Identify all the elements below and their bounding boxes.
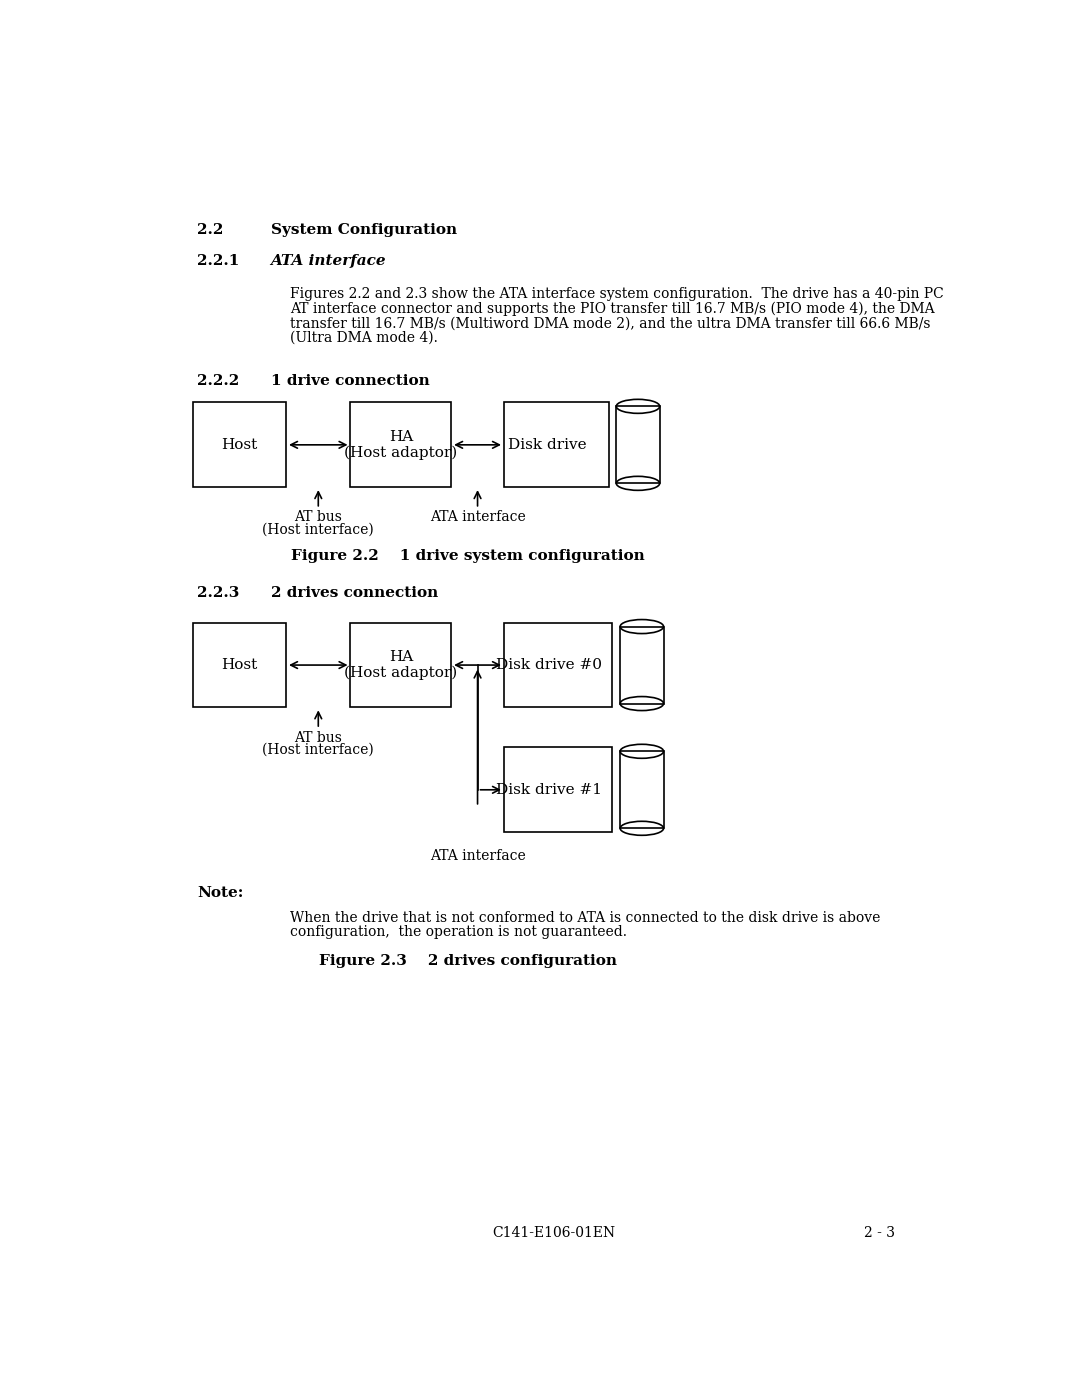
Text: AT bus: AT bus [295,510,342,524]
Text: ATA interface: ATA interface [430,849,526,863]
Text: Figures 2.2 and 2.3 show the ATA interface system configuration.  The drive has : Figures 2.2 and 2.3 show the ATA interfa… [291,286,944,300]
Text: transfer till 16.7 MB/s (Multiword DMA mode 2), and the ultra DMA transfer till : transfer till 16.7 MB/s (Multiword DMA m… [291,316,931,330]
Text: Host: Host [221,658,258,672]
Text: ATA interface: ATA interface [271,254,387,268]
Text: 1 drive connection: 1 drive connection [271,374,430,388]
Text: System Configuration: System Configuration [271,224,457,237]
Text: Disk drive #0: Disk drive #0 [496,658,602,672]
Text: C141-E106-01EN: C141-E106-01EN [491,1227,616,1241]
Bar [350,402,451,488]
Text: (Ultra DMA mode 4).: (Ultra DMA mode 4). [291,331,437,345]
Text: HA
(Host adaptor): HA (Host adaptor) [345,650,458,680]
Bar [504,402,608,488]
Bar [504,747,612,833]
Bar [617,407,660,483]
Text: (Host interface): (Host interface) [262,522,374,536]
Text: 2.2: 2.2 [197,224,224,237]
Text: Disk drive: Disk drive [508,437,586,451]
Text: Host: Host [221,437,258,451]
Text: Disk drive #1: Disk drive #1 [496,782,602,796]
Bar [620,752,663,828]
Text: When the drive that is not conformed to ATA is connected to the disk drive is ab: When the drive that is not conformed to … [291,911,880,925]
Text: 2 drives connection: 2 drives connection [271,585,437,599]
Bar [350,623,451,707]
Text: ATA interface: ATA interface [430,510,526,524]
Text: Figure 2.2    1 drive system configuration: Figure 2.2 1 drive system configuration [292,549,645,563]
Bar [620,627,663,704]
Text: Figure 2.3    2 drives configuration: Figure 2.3 2 drives configuration [320,954,618,968]
Text: 2.2.1: 2.2.1 [197,254,240,268]
Text: 2 - 3: 2 - 3 [864,1227,894,1241]
Bar [193,402,286,488]
Text: HA
(Host adaptor): HA (Host adaptor) [345,429,458,460]
Text: AT interface connector and supports the PIO transfer till 16.7 MB/s (PIO mode 4): AT interface connector and supports the … [291,302,934,316]
Text: 2.2.2: 2.2.2 [197,374,240,388]
Text: (Host interface): (Host interface) [262,743,374,757]
Bar [193,623,286,707]
Text: 2.2.3: 2.2.3 [197,585,240,599]
Text: AT bus: AT bus [295,731,342,745]
Bar [504,623,612,707]
Text: Note:: Note: [197,886,243,900]
Text: configuration,  the operation is not guaranteed.: configuration, the operation is not guar… [291,925,627,939]
